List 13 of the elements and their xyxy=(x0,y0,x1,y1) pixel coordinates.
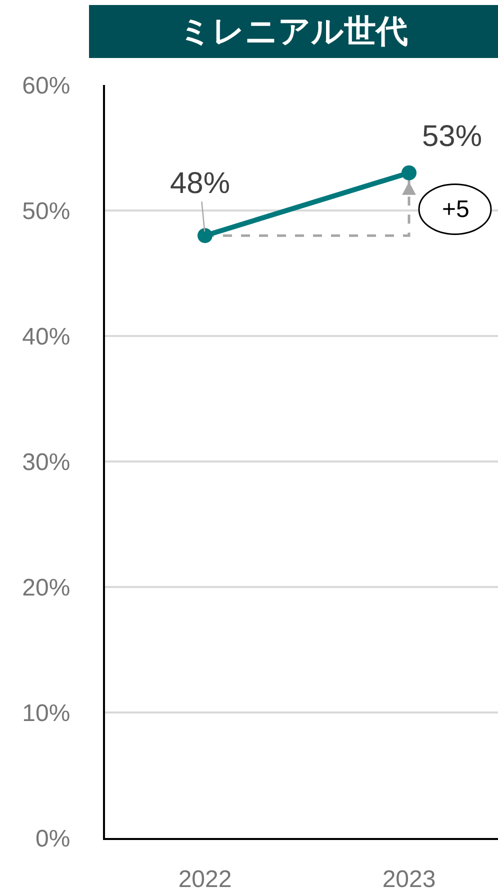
annotation: +5 xyxy=(442,196,470,223)
x-tick-label: 2023 xyxy=(382,866,436,893)
y-tick-label: 50% xyxy=(22,198,70,225)
y-tick-label: 20% xyxy=(22,574,70,602)
y-tick-label: 40% xyxy=(22,323,70,350)
data-label: 53% xyxy=(422,120,482,153)
chart-title: ミレニアル世代 xyxy=(179,13,408,50)
x-tick-label: 2022 xyxy=(178,866,232,893)
y-tick-label: 0% xyxy=(36,825,70,852)
data-label: 48% xyxy=(170,167,230,200)
y-tick-label: 10% xyxy=(22,700,70,727)
y-tick-label: 60% xyxy=(22,72,70,100)
y-tick-label: 30% xyxy=(22,448,70,476)
